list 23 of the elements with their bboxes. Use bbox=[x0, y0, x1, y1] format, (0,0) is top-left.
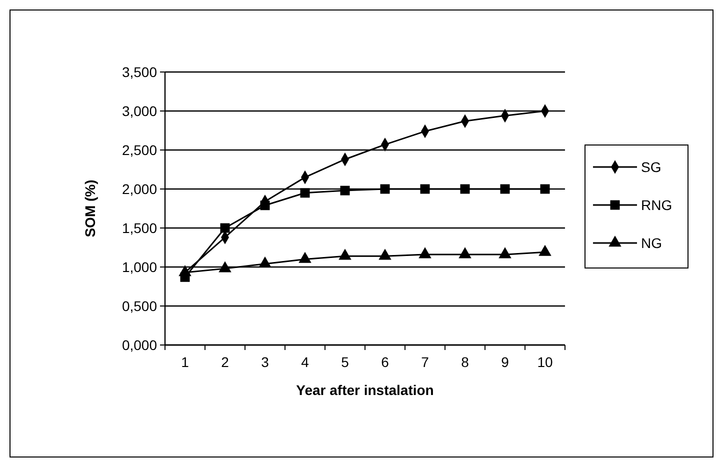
x-tick-label: 4 bbox=[301, 354, 310, 370]
x-tick-label: 1 bbox=[181, 354, 190, 370]
y-tick-label: 0,000 bbox=[122, 336, 158, 353]
x-tick-label: 6 bbox=[381, 354, 390, 370]
x-tick-label: 9 bbox=[501, 354, 510, 370]
x-tick-label: 5 bbox=[341, 354, 350, 370]
y-tick-label: 2,500 bbox=[122, 142, 158, 158]
y-axis-title: SOM (%) bbox=[82, 180, 98, 238]
y-tick-label: 3,500 bbox=[122, 64, 158, 80]
y-tick-label: 1,500 bbox=[122, 220, 158, 236]
x-tick-label: 7 bbox=[421, 354, 430, 370]
x-tick-label: 3 bbox=[261, 354, 270, 370]
y-tick-label: 0,500 bbox=[122, 298, 158, 314]
x-tick-label: 10 bbox=[537, 354, 553, 370]
legend-label: RNG bbox=[641, 196, 672, 213]
x-axis-title: Year after instalation bbox=[296, 382, 434, 398]
legend-label: SG bbox=[641, 158, 662, 175]
y-tick-label: 3,000 bbox=[122, 102, 158, 119]
y-tick-label: 1,000 bbox=[122, 258, 158, 275]
legend-label: NG bbox=[641, 234, 662, 251]
x-tick-label: 2 bbox=[221, 354, 230, 370]
x-tick-label: 8 bbox=[461, 354, 470, 370]
y-tick-label: 2,000 bbox=[122, 180, 158, 197]
